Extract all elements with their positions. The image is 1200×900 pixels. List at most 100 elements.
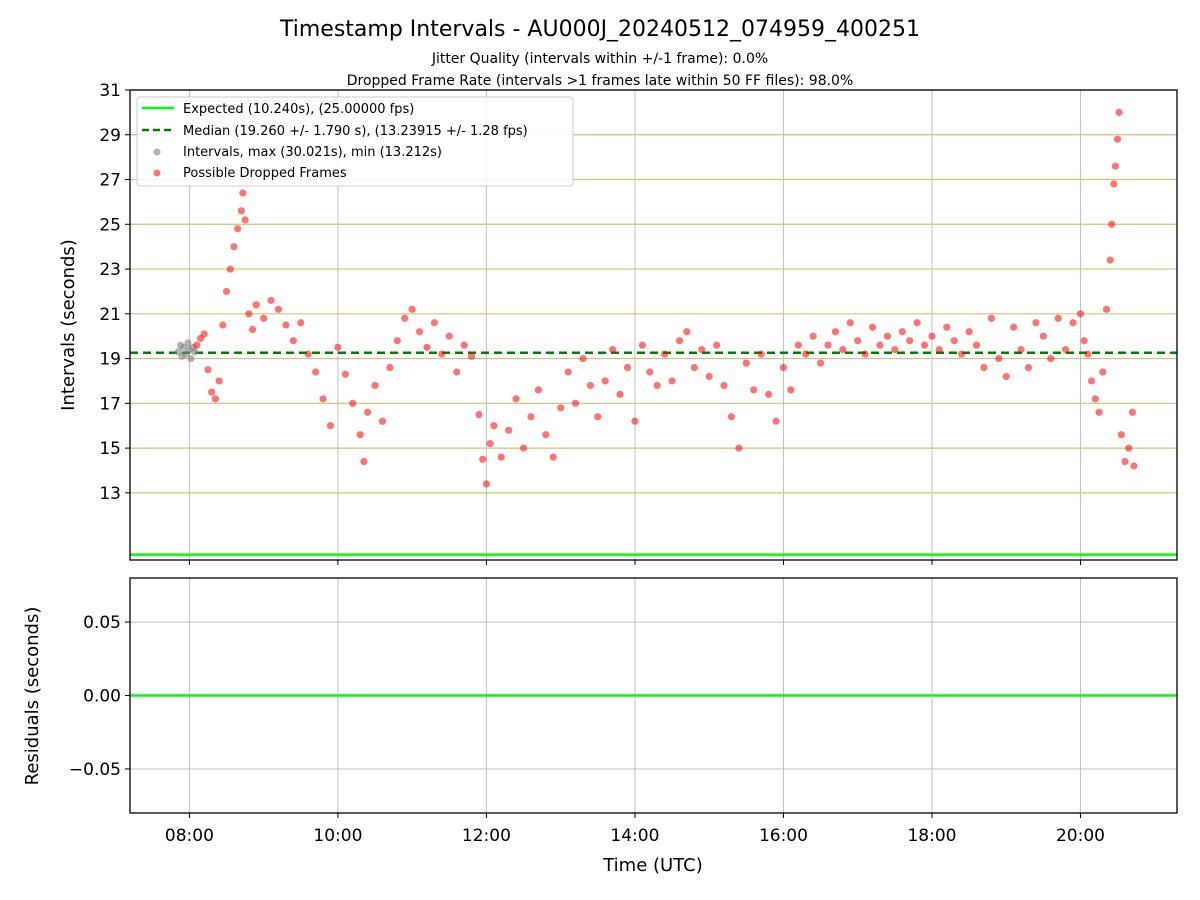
dropped-frame-point [512, 395, 520, 403]
dropped-frame-point [1091, 395, 1099, 403]
dropped-frame-point [809, 332, 817, 340]
dropped-frame-point [497, 453, 505, 461]
dropped-frame-point [378, 417, 387, 425]
dropped-frame-point [1047, 354, 1055, 363]
dropped-frame-point [226, 265, 234, 273]
dropped-frame-point [1106, 256, 1114, 264]
dropped-frame-point [215, 377, 223, 385]
legend-box [136, 96, 574, 187]
x-tick-label: 20:00 [1056, 826, 1105, 846]
dropped-frame-point [653, 381, 661, 390]
residuals-y-ticks: 0.05 0.00 −0.05 [69, 613, 130, 780]
dropped-frame-point [757, 350, 765, 358]
residuals-y-axis-label: Residuals (seconds) [22, 607, 43, 786]
intervals-y-tick-label: 15 [99, 439, 121, 459]
dropped-frame-point [1099, 368, 1107, 376]
dropped-frame-point [234, 225, 242, 233]
dropped-frame-point [415, 328, 424, 336]
intervals-plot-frame [129, 89, 1178, 561]
legend-median-label: Median (19.260 +/- 1.790 s), (13.23915 +… [183, 124, 528, 139]
interval-point [191, 348, 199, 356]
dropped-frame-point [868, 323, 877, 331]
intervals-x-ticks [188, 560, 1081, 565]
dropped-frame-point [248, 325, 257, 334]
dropped-frame-point [720, 381, 728, 390]
dropped-frame-point [831, 328, 840, 336]
dropped-frame-point [245, 310, 253, 318]
residuals-y-tick-label: −0.05 [69, 760, 121, 780]
dropped-frame-point [750, 386, 758, 394]
dropped-frame-point [1128, 408, 1137, 416]
intervals-points [174, 108, 1138, 488]
x-tick-label: 14:00 [610, 826, 659, 846]
dropped-frame-point [839, 346, 847, 354]
dropped-frame-point [861, 350, 869, 358]
intervals-y-ticks: 13 15 17 19 21 23 25 27 29 31 [99, 81, 130, 504]
dropped-frame-point [527, 413, 535, 421]
dropped-frame-point [349, 399, 357, 407]
dropped-frame-point [779, 363, 788, 372]
dropped-frame-point [898, 328, 906, 336]
dropped-frame-point [211, 395, 219, 403]
dropped-frame-point [950, 337, 958, 345]
dropped-frame-point [772, 417, 780, 425]
dropped-frame-point [1010, 323, 1018, 331]
dropped-frame-point [1121, 457, 1129, 466]
legend-expected-label: Expected (10.240s), (25.00000 fps) [183, 102, 414, 117]
dropped-frame-point [816, 359, 825, 367]
dropped-frame-point [824, 341, 832, 349]
dropped-frame-point [735, 444, 743, 452]
dropped-frame-point [326, 422, 335, 430]
intervals-y-tick-label: 21 [99, 305, 121, 325]
x-tick-label: 16:00 [759, 826, 808, 846]
dropped-frame-point [479, 455, 487, 463]
dropped-frame-point [935, 346, 943, 354]
dropped-frame-point [193, 341, 201, 349]
residuals-x-ticks: 08:00 10:00 12:00 14:00 16:00 18:00 20:00 [165, 813, 1105, 846]
dropped-frame-point [987, 314, 995, 322]
dropped-frame-point [408, 305, 416, 313]
dropped-frame-point [237, 207, 245, 215]
dropped-frame-point [564, 368, 572, 376]
dropped-frame-point [787, 386, 795, 394]
x-tick-label: 10:00 [313, 826, 362, 846]
dropped-frame-point [601, 377, 609, 385]
interval-point [187, 354, 195, 363]
dropped-frame-point [794, 341, 802, 349]
x-tick-label: 08:00 [165, 826, 214, 846]
legend-dropped-swatch [153, 169, 161, 177]
dropped-frame-point [557, 404, 565, 412]
dropped-frame-point [1080, 337, 1088, 345]
dropped-frame-point [609, 346, 617, 354]
chart-subtitle-dropped: Dropped Frame Rate (intervals >1 frames … [347, 73, 854, 89]
dropped-frame-point [438, 350, 446, 358]
dropped-frame-point [972, 341, 981, 349]
dropped-frame-point [727, 413, 736, 421]
dropped-frame-point [623, 363, 632, 372]
dropped-frame-point [312, 368, 320, 376]
dropped-frame-point [675, 337, 684, 345]
intervals-y-tick-label: 31 [99, 81, 121, 101]
intervals-y-tick-label: 13 [99, 484, 121, 504]
dropped-frame-point [1095, 408, 1103, 416]
dropped-frame-point [505, 426, 513, 434]
intervals-y-tick-label: 25 [99, 215, 121, 235]
dropped-frame-point [980, 363, 988, 372]
dropped-frame-point [1117, 431, 1125, 439]
dropped-frame-point [586, 381, 594, 390]
dropped-frame-point [423, 343, 431, 351]
dropped-frame-point [1110, 180, 1118, 188]
dropped-frame-point [200, 330, 208, 338]
dropped-frame-point [430, 319, 439, 327]
dropped-frame-point [475, 410, 483, 419]
x-axis-label: Time (UTC) [602, 855, 703, 876]
intervals-y-tick-label: 29 [99, 126, 121, 146]
residuals-y-tick-label: 0.00 [83, 687, 121, 707]
dropped-frame-point [1111, 162, 1119, 170]
x-tick-label: 12:00 [462, 826, 511, 846]
dropped-frame-point [519, 444, 528, 452]
dropped-frame-point [668, 377, 676, 385]
dropped-frame-point [1039, 332, 1047, 340]
dropped-frame-point [920, 341, 929, 349]
dropped-frame-point [646, 368, 654, 376]
